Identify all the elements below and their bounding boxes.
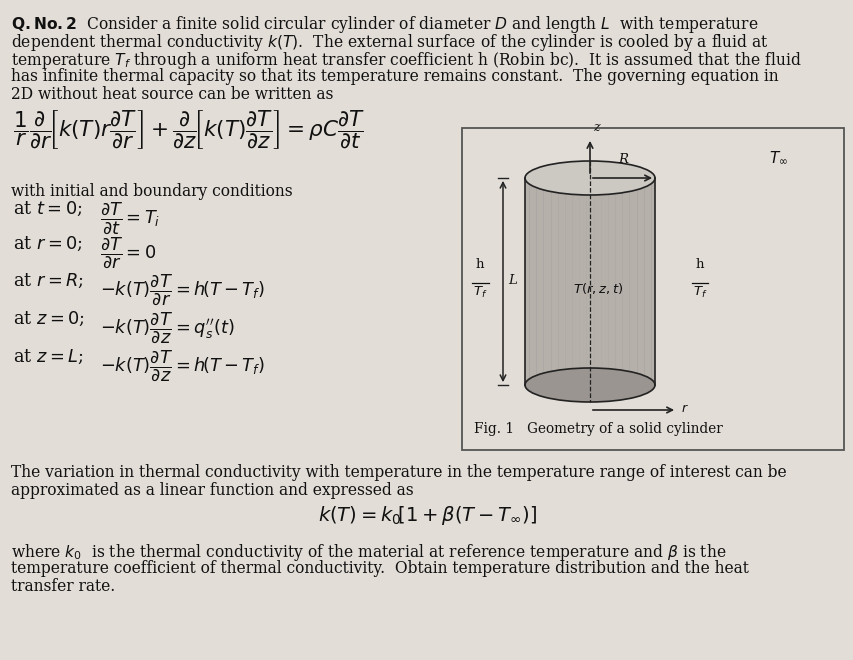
Text: $\mathbf{Q.No.2}$  Consider a finite solid circular cylinder of diameter $D$ and: $\mathbf{Q.No.2}$ Consider a finite soli… [11, 14, 757, 35]
Text: has infinite thermal capacity so that its temperature remains constant.  The gov: has infinite thermal capacity so that it… [11, 68, 778, 85]
Text: $k(T) = k_0\!\left[1 + \beta(T - T_\infty)\right]$: $k(T) = k_0\!\left[1 + \beta(T - T_\inft… [317, 504, 536, 527]
Text: The variation in thermal conductivity with temperature in the temperature range : The variation in thermal conductivity wi… [11, 464, 786, 481]
Text: dependent thermal conductivity $k(T)$.  The external surface of the cylinder is : dependent thermal conductivity $k(T)$. T… [11, 32, 768, 53]
Text: at $r = R$;: at $r = R$; [13, 272, 84, 290]
Text: L: L [508, 275, 516, 288]
Polygon shape [525, 178, 654, 385]
Bar [461, 128, 843, 450]
Text: at $z = 0$; $\;$: at $z = 0$; $\;$ [13, 310, 87, 328]
Text: $T_f$: $T_f$ [692, 285, 706, 300]
Text: $\dfrac{\partial T}{\partial r} = 0$: $\dfrac{\partial T}{\partial r} = 0$ [100, 235, 156, 270]
Text: at $t = 0$;: at $t = 0$; [13, 200, 83, 218]
Text: $r$: $r$ [680, 403, 688, 416]
Ellipse shape [525, 368, 654, 402]
Text: $-k(T)\dfrac{\partial T}{\partial z} = h\!\left(T - T_f\right)$: $-k(T)\dfrac{\partial T}{\partial z} = h… [100, 348, 264, 383]
Text: temperature $T_f$ through a uniform heat transfer coefficient h (Robin bc).  It : temperature $T_f$ through a uniform heat… [11, 50, 801, 71]
Text: $\dfrac{\partial T}{\partial t} = T_i$: $\dfrac{\partial T}{\partial t} = T_i$ [100, 200, 160, 236]
Text: $-k(T)\dfrac{\partial T}{\partial r} = h\!\left(T - T_f\right)$: $-k(T)\dfrac{\partial T}{\partial r} = h… [100, 272, 264, 307]
Text: approximated as a linear function and expressed as: approximated as a linear function and ex… [11, 482, 413, 499]
Text: with initial and boundary conditions: with initial and boundary conditions [11, 183, 293, 200]
Text: R: R [618, 153, 627, 166]
Ellipse shape [525, 161, 654, 195]
Text: transfer rate.: transfer rate. [11, 578, 115, 595]
Text: $T_\infty$: $T_\infty$ [768, 150, 787, 166]
Text: $-k(T)\dfrac{\partial T}{\partial z} = q_s''(t)$: $-k(T)\dfrac{\partial T}{\partial z} = q… [100, 310, 235, 345]
Text: h: h [695, 258, 704, 271]
Text: 2D without heat source can be written as: 2D without heat source can be written as [11, 86, 333, 103]
Text: $T_f$: $T_f$ [473, 285, 487, 300]
Text: Fig. 1   Geometry of a solid cylinder: Fig. 1 Geometry of a solid cylinder [473, 422, 722, 436]
Text: $T(r,z,t)$: $T(r,z,t)$ [572, 282, 623, 296]
Text: z: z [592, 121, 599, 134]
Text: temperature coefficient of thermal conductivity.  Obtain temperature distributio: temperature coefficient of thermal condu… [11, 560, 748, 577]
Text: h: h [475, 258, 484, 271]
Text: $\dfrac{1}{r}\dfrac{\partial}{\partial r}\!\left[k(T)r\dfrac{\partial T}{\partia: $\dfrac{1}{r}\dfrac{\partial}{\partial r… [13, 108, 364, 152]
Text: at $r = 0$;: at $r = 0$; [13, 235, 83, 253]
Text: at $z = L$;: at $z = L$; [13, 348, 84, 366]
Text: where $k_0$  is the thermal conductivity of the material at reference temperatur: where $k_0$ is the thermal conductivity … [11, 542, 726, 563]
